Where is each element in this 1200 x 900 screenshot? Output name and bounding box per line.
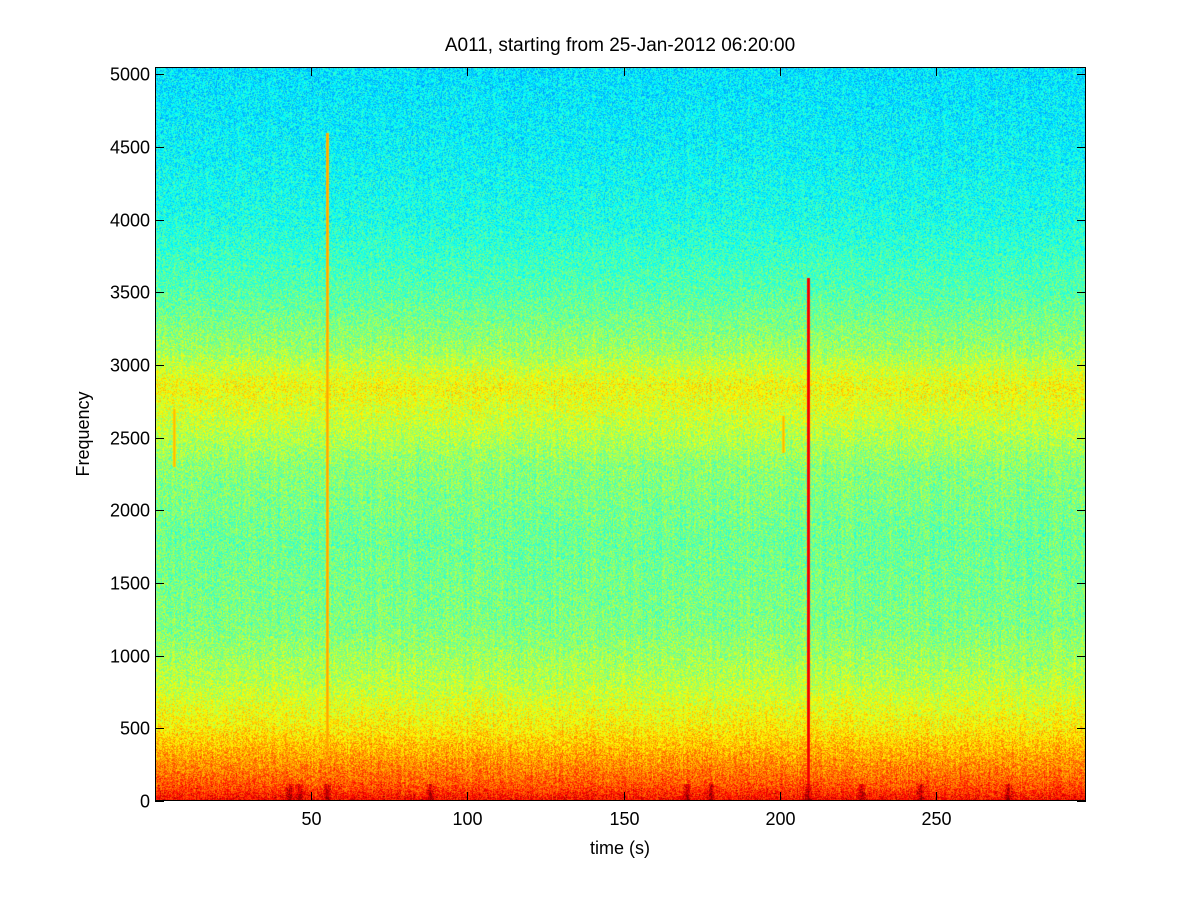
x-tick-label: 100 (452, 809, 482, 829)
y-tick-label: 3000 (110, 356, 150, 376)
x-tick-label: 250 (921, 809, 951, 829)
spectrogram-heatmap (155, 67, 1086, 801)
chart-title: A011, starting from 25-Jan-2012 06:20:00 (445, 35, 795, 56)
y-tick-label: 2000 (110, 501, 150, 521)
y-tick-label: 2500 (110, 429, 150, 449)
y-tick-label: 500 (120, 719, 150, 739)
y-ticks: 0 500 1000 1500 2000 2500 3000 3500 4000 4500 5000 (110, 65, 1086, 812)
y-tick-label: 1500 (110, 574, 150, 594)
y-tick-label: 4000 (110, 211, 150, 231)
y-tick-label: 4500 (110, 138, 150, 158)
x-tick-label: 150 (609, 809, 639, 829)
x-tick-label: 50 (301, 809, 321, 829)
y-tick-label: 1000 (110, 647, 150, 667)
y-tick-label: 3500 (110, 283, 150, 303)
x-ticks: 50 100 150 200 250 (301, 67, 952, 829)
x-tick-label: 200 (765, 809, 795, 829)
y-tick-label: 5000 (110, 65, 150, 85)
y-axis-label: Frequency (73, 391, 93, 476)
y-tick-label: 0 (140, 792, 150, 812)
plot-frame (155, 67, 1086, 801)
x-axis-label: time (s) (590, 838, 650, 858)
